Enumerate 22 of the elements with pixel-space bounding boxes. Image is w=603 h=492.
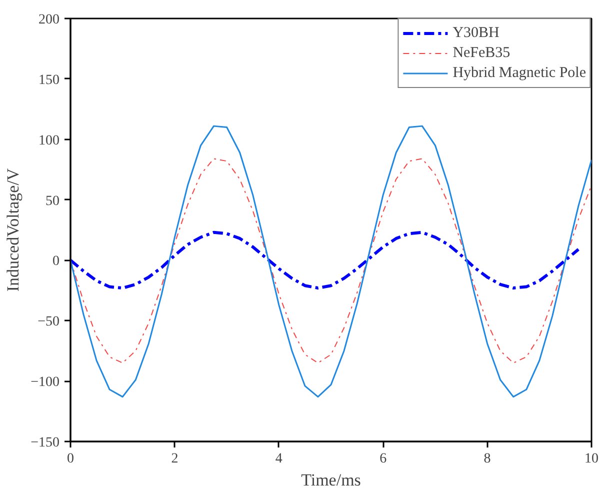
y-tick-label: 50	[46, 194, 60, 209]
y-tick-label: 100	[38, 133, 60, 148]
x-tick-label: 10	[584, 452, 598, 466]
y-tick-label: −50	[38, 314, 60, 330]
x-tick-label: 6	[380, 452, 387, 466]
line-series	[70, 230, 580, 290]
x-tick-label: 0	[67, 452, 74, 466]
x-tick-label: 2	[171, 452, 178, 466]
x-axis-title: Time/ms	[301, 470, 361, 490]
y-tick-label: 200	[38, 12, 60, 28]
y-tick-label: −150	[30, 436, 60, 450]
legend-label: Y30BH	[452, 24, 500, 42]
line-series	[70, 125, 592, 398]
y-tick-label: 0	[52, 254, 60, 270]
legend-label: Hybrid Magnetic Pole	[452, 64, 586, 82]
y-tick-label: 150	[38, 72, 60, 88]
legend-label: NeFeB35	[452, 44, 510, 62]
y-axis-title: InducedVoltage/V	[4, 168, 23, 292]
x-tick-label: 8	[484, 452, 491, 466]
y-tick-label: −100	[30, 375, 60, 390]
line-series	[70, 158, 592, 364]
x-tick-label: 4	[275, 452, 282, 466]
